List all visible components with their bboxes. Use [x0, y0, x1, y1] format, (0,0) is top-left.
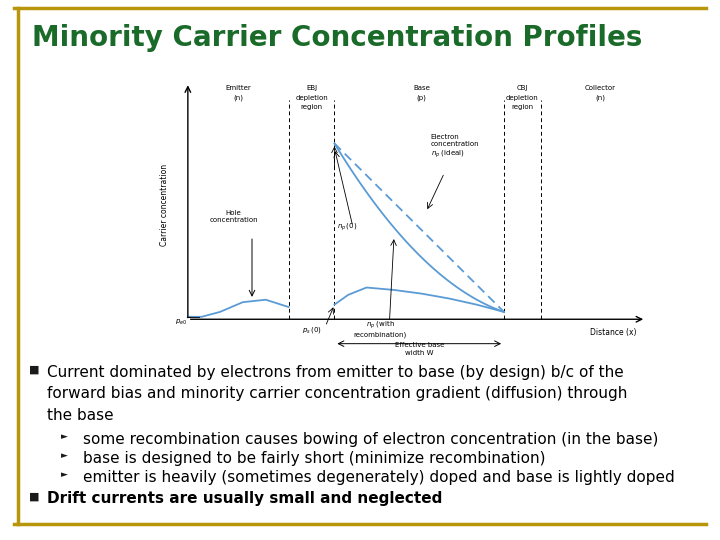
Text: Current dominated by electrons from emitter to base (by design) b/c of the: Current dominated by electrons from emit… — [47, 364, 624, 380]
Text: ►: ► — [61, 451, 68, 460]
Text: (n): (n) — [233, 94, 243, 101]
Text: $p_s\,(0)$: $p_s\,(0)$ — [302, 325, 321, 335]
Text: $n_p$ (with: $n_p$ (with — [366, 319, 395, 331]
Text: region: region — [511, 104, 534, 110]
Text: emitter is heavily (sometimes degenerately) doped and base is lightly doped: emitter is heavily (sometimes degenerate… — [83, 470, 675, 485]
Text: Distance (x): Distance (x) — [590, 328, 637, 337]
Text: $n_p\,(0)$: $n_p\,(0)$ — [337, 222, 357, 233]
Text: some recombination causes bowing of electron concentration (in the base): some recombination causes bowing of elec… — [83, 432, 658, 447]
Text: the base: the base — [47, 408, 114, 423]
Text: ►: ► — [61, 432, 68, 441]
Text: (n): (n) — [595, 94, 606, 101]
Text: CBJ: CBJ — [516, 85, 528, 91]
Text: Effective base: Effective base — [395, 342, 444, 348]
Text: Emitter: Emitter — [225, 85, 251, 91]
Text: EBJ: EBJ — [306, 85, 317, 91]
Text: depletion: depletion — [506, 94, 539, 100]
Text: base is designed to be fairly short (minimize recombination): base is designed to be fairly short (min… — [83, 451, 545, 466]
Text: Base: Base — [413, 85, 430, 91]
Text: Drift currents are usually small and neglected: Drift currents are usually small and neg… — [47, 491, 442, 507]
Text: Hole
concentration: Hole concentration — [210, 210, 258, 222]
Text: recombination): recombination) — [354, 332, 407, 338]
Text: forward bias and minority carrier concentration gradient (diffusion) through: forward bias and minority carrier concen… — [47, 386, 627, 401]
Text: ■: ■ — [29, 491, 40, 502]
Text: Electron
concentration
$n_p$ (ideal): Electron concentration $n_p$ (ideal) — [431, 134, 480, 160]
Text: depletion: depletion — [295, 94, 328, 100]
Text: $p_{e0}$: $p_{e0}$ — [175, 318, 187, 327]
Text: width W: width W — [405, 350, 433, 356]
Text: ■: ■ — [29, 364, 40, 375]
Text: region: region — [300, 104, 323, 110]
Text: Minority Carrier Concentration Profiles: Minority Carrier Concentration Profiles — [32, 24, 643, 52]
Text: Carrier concentration: Carrier concentration — [161, 164, 169, 246]
Text: ►: ► — [61, 470, 68, 479]
Text: Collector: Collector — [585, 85, 616, 91]
Text: (p): (p) — [417, 94, 426, 101]
